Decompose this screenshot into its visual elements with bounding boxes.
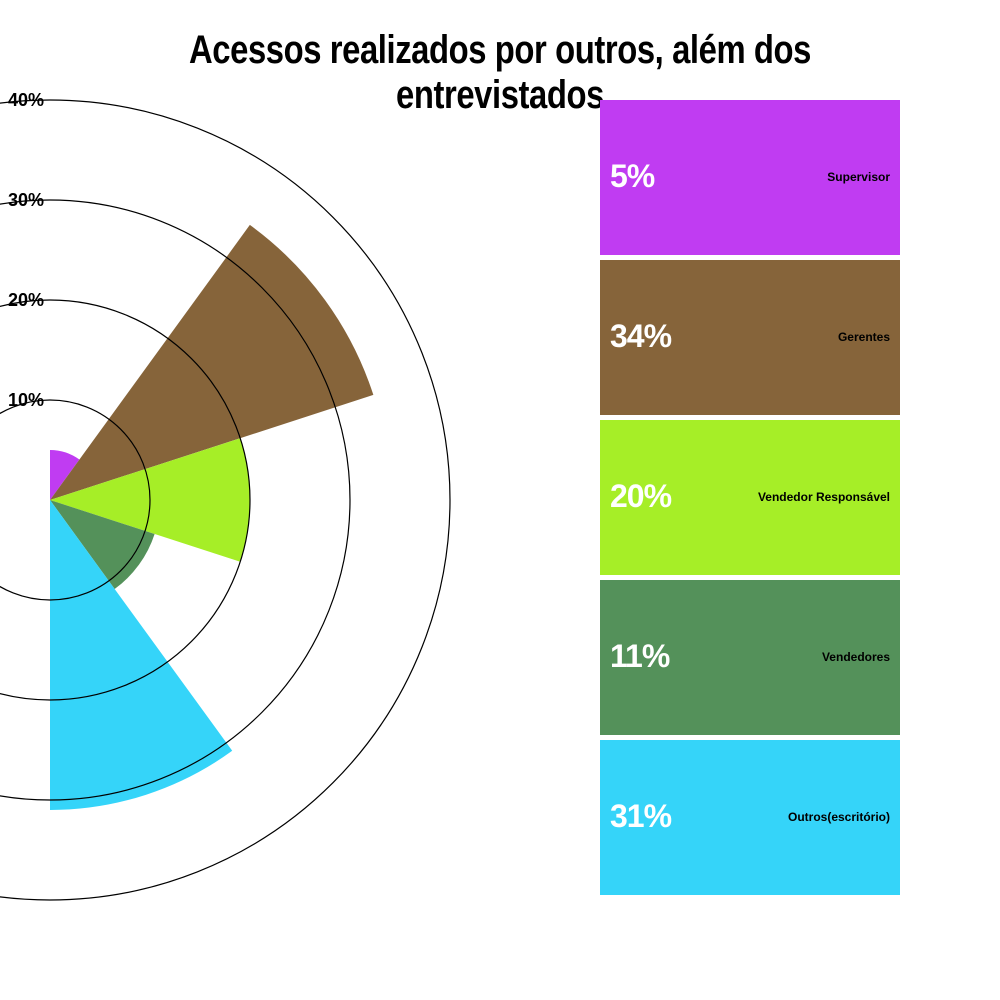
grid-ring [0,299,251,701]
legend-label: Supervisor [827,170,890,184]
polar-chart: 10% 20% 30% 40% [0,90,451,901]
legend-value: 34% [610,318,672,354]
legend: 5% Supervisor 34% Gerentes 20% Vendedor … [600,100,900,900]
legend-value: 5% [610,158,655,194]
tick-labels-group: 10% 20% 30% 40% [8,90,44,410]
grid-rings-group [0,99,451,901]
legend-item-vendedores: 11% Vendedores [600,580,900,735]
grid-ring [0,199,351,801]
legend-label: Vendedor Responsável [757,490,890,504]
legend-label: Gerentes [837,330,890,344]
tick-label: 40% [8,90,44,110]
tick-label: 20% [8,290,44,310]
legend-item-gerentes: 34% Gerentes [600,260,900,415]
legend-value: 31% [610,798,672,834]
sector-gerentes [50,224,374,501]
legend-value: 20% [610,478,672,514]
grid-ring [0,399,151,601]
tick-label: 10% [8,390,44,410]
sectors-group [50,224,374,810]
sector-vendedores [50,500,155,589]
legend-value: 11% [610,638,670,674]
grid-ring [0,99,451,901]
tick-label: 30% [8,190,44,210]
chart-title: Acessos realizados por outros, além dos … [189,28,811,117]
legend-item-outros-escritorio: 31% Outros(escritório) [600,740,900,895]
legend-label: Vendedores [821,650,890,664]
legend-item-supervisor: 5% Supervisor [600,100,900,255]
legend-item-vendedor-responsavel: 20% Vendedor Responsável [600,420,900,575]
legend-label: Outros(escritório) [787,810,890,824]
sector-supervisor [50,450,80,500]
sector-outros-escrit-rio [50,500,233,810]
